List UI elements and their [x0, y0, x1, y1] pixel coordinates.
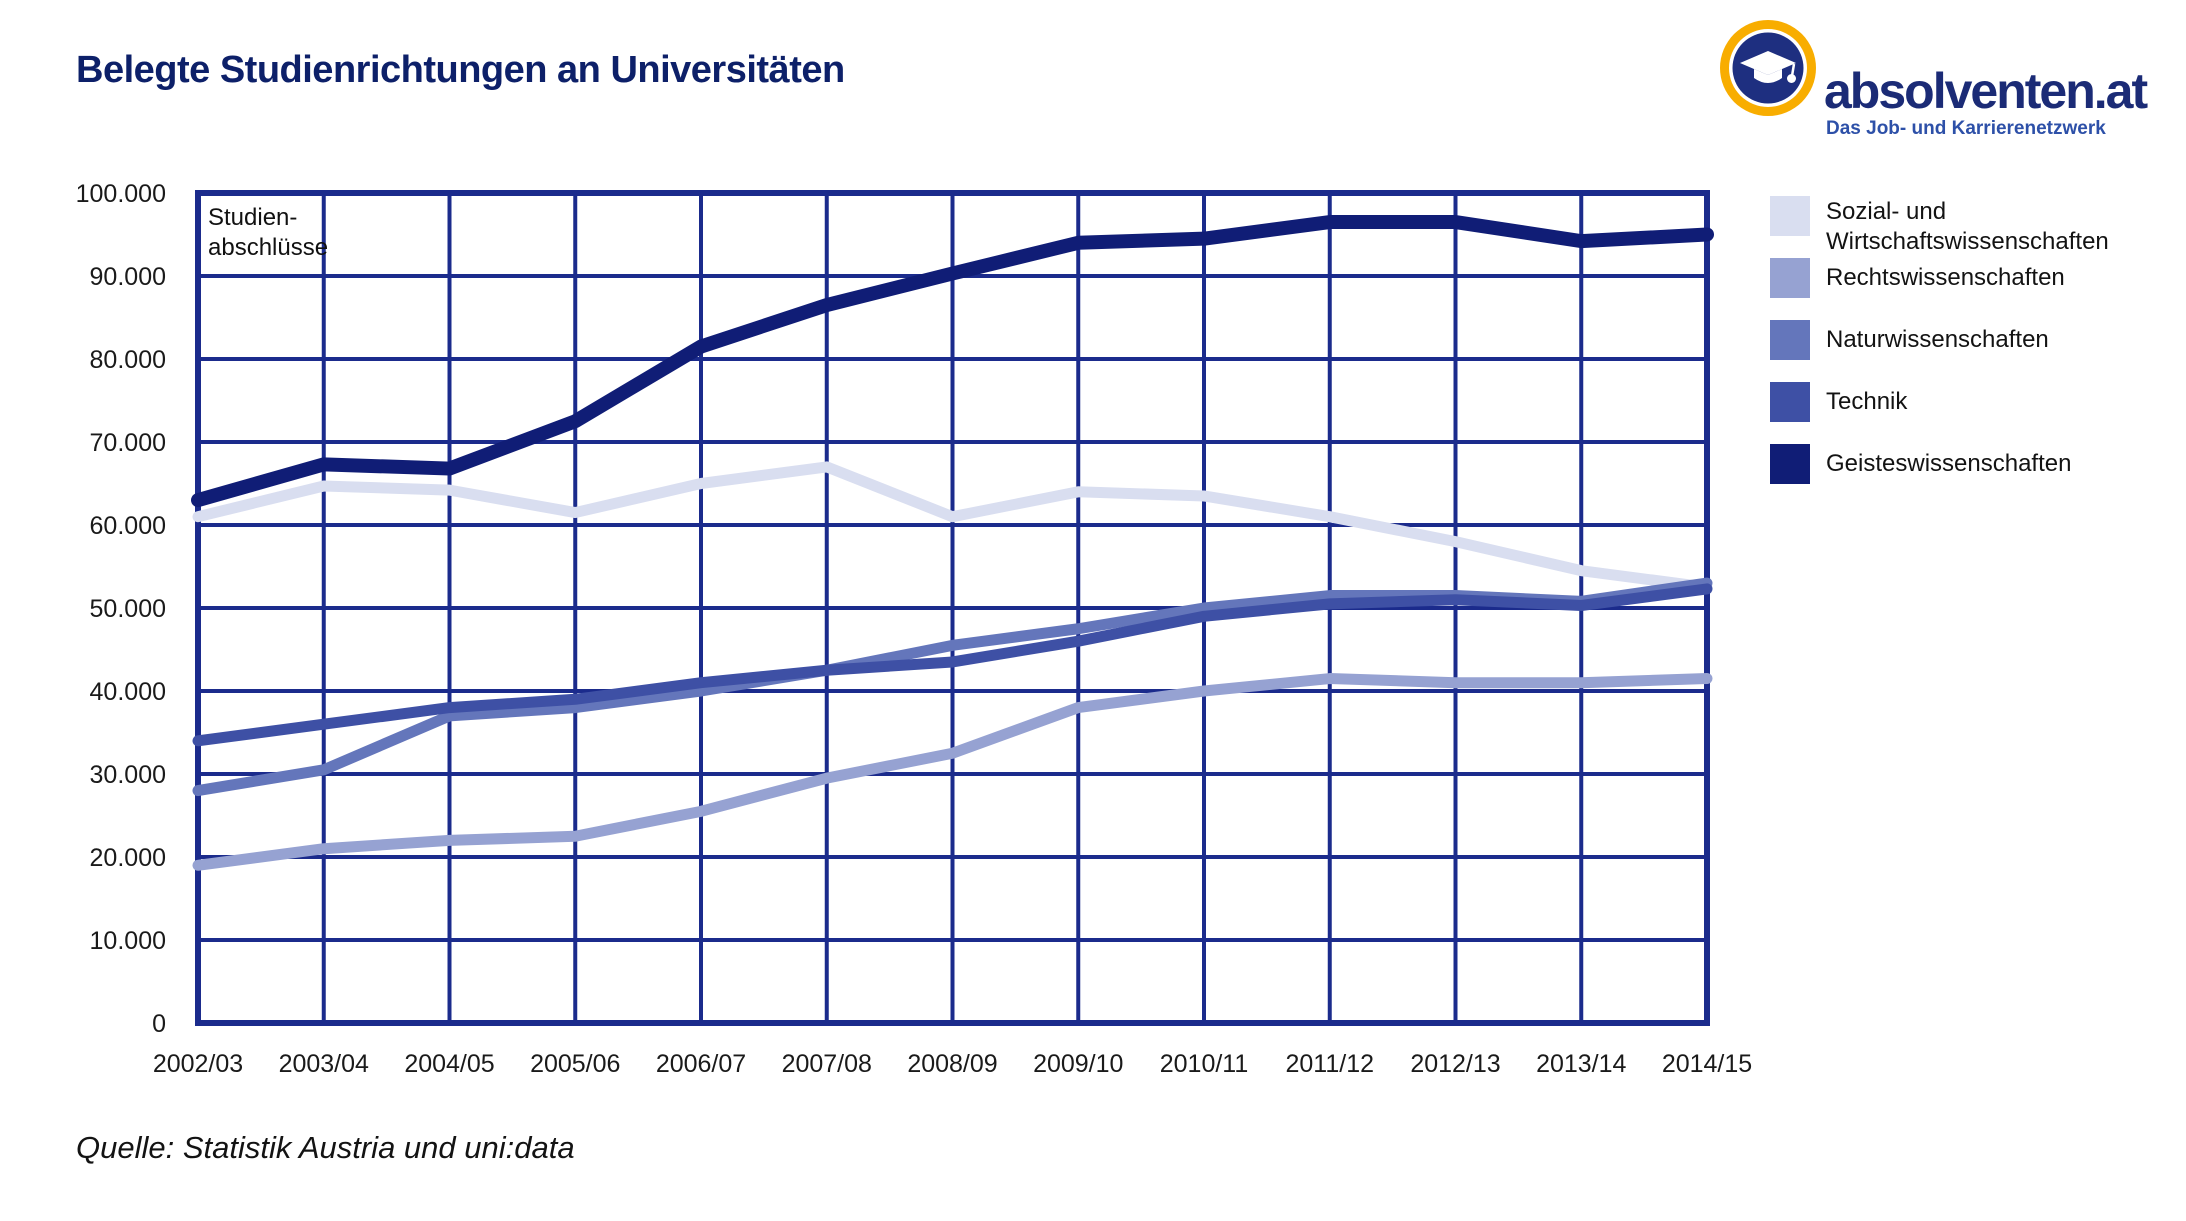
legend-label: Sozial- und Wirtschaftswissenschaften [1826, 198, 2109, 255]
legend-item: Technik [1770, 382, 2156, 422]
x-axis-label: 2006/07 [656, 1050, 746, 1078]
chart-border [195, 190, 1710, 1026]
legend-label: Geisteswissenschaften [1826, 450, 2072, 477]
y-axis-label: 60.000 [90, 512, 166, 540]
legend-label: Rechtswissenschaften [1826, 264, 2065, 291]
source-note: Quelle: Statistik Austria und uni:data [76, 1130, 575, 1165]
x-axis-label: 2014/15 [1662, 1050, 1752, 1078]
legend-swatch [1770, 444, 1810, 484]
legend-swatch [1770, 258, 1810, 298]
legend-label: Naturwissenschaften [1826, 326, 2049, 353]
x-axis-label: 2008/09 [907, 1050, 997, 1078]
logo-wordmark: absolventen.at [1824, 63, 2148, 119]
series-line [192, 673, 1713, 871]
x-axis-label: 2011/12 [1285, 1050, 1374, 1078]
chart-annotation: Studien- abschlüsse [208, 204, 329, 261]
y-axis-label: 30.000 [90, 761, 166, 789]
x-axis-label: 2004/05 [404, 1050, 494, 1078]
page-title: Belegte Studienrichtungen an Universität… [76, 49, 845, 91]
x-axis-label: 2003/04 [279, 1050, 369, 1078]
x-axis-label: 2012/13 [1410, 1050, 1500, 1078]
y-axis-label: 10.000 [90, 927, 166, 955]
legend-swatch [1770, 382, 1810, 422]
x-axis-label: 2005/06 [530, 1050, 620, 1078]
y-axis-label: 40.000 [90, 678, 166, 706]
y-axis-label: 80.000 [90, 346, 166, 374]
y-axis-label: 90.000 [90, 263, 166, 291]
series-line [191, 215, 1714, 508]
x-axis-label: 2002/03 [153, 1050, 243, 1078]
logo-tagline: Das Job- und Karrierenetzwerk [1826, 118, 2106, 139]
y-axis-label: 0 [152, 1010, 166, 1038]
graduation-cap-icon [1720, 20, 1816, 116]
x-axis-label: 2009/10 [1033, 1050, 1123, 1078]
y-axis-label: 100.000 [76, 180, 166, 208]
legend-label: Technik [1826, 388, 1908, 415]
x-axis-label: 2013/14 [1536, 1050, 1626, 1078]
legend-item: Geisteswissenschaften [1770, 444, 2156, 484]
x-axis-label: 2010/11 [1160, 1050, 1249, 1078]
legend-swatch [1770, 320, 1810, 360]
y-axis-label: 70.000 [90, 429, 166, 457]
y-axis-label: 20.000 [90, 844, 166, 872]
legend-item: Sozial- und Wirtschaftswissenschaften [1770, 196, 2156, 257]
series-line [192, 461, 1713, 593]
legend-item: Naturwissenschaften [1770, 320, 2156, 360]
legend-item: Rechtswissenschaften [1770, 258, 2156, 298]
x-axis-label: 2007/08 [782, 1050, 872, 1078]
series-line [192, 583, 1713, 747]
y-axis-label: 50.000 [90, 595, 166, 623]
legend-swatch [1770, 196, 1810, 236]
absolventen-logo: absolventen.at Das Job- und Karrierenetz… [1718, 18, 2178, 139]
